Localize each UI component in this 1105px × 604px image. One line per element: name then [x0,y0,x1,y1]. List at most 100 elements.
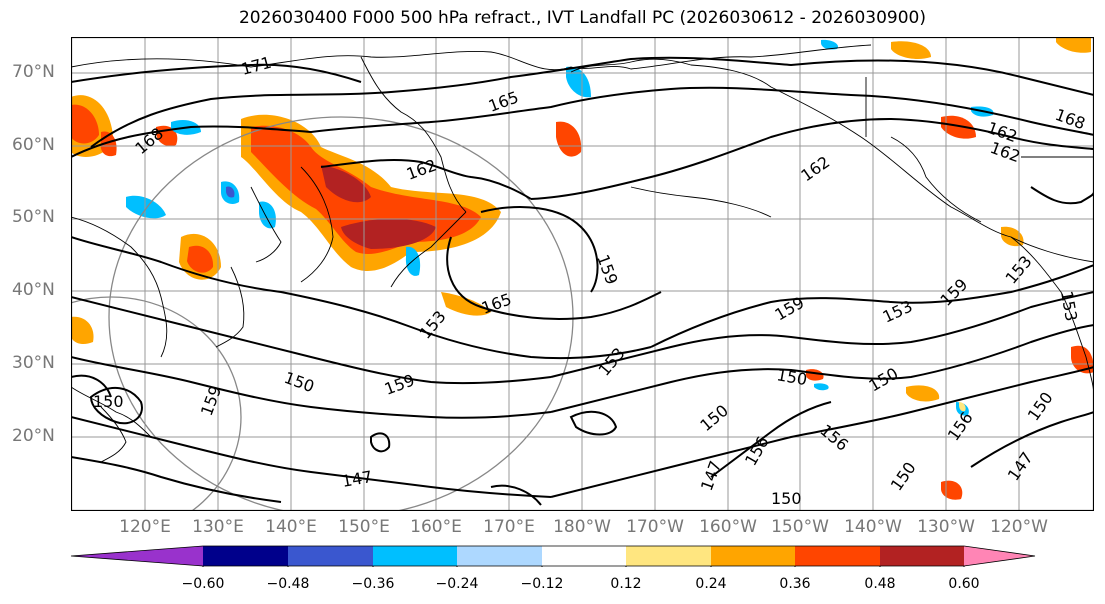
coastline [630,186,772,218]
colorbar-segment [795,546,880,566]
colorbar [70,545,1036,567]
lat-label-30n: 30°N [12,353,55,373]
coastline [71,44,872,71]
colorbar-tick: 0.24 [695,576,727,592]
anomaly-patch [187,245,214,273]
lon-label-150e: 150°E [338,517,390,537]
refractivity-anomaly-shading [71,37,1094,500]
anomaly-patch [959,402,966,412]
colorbar-segment [288,546,373,566]
height-contour [569,410,618,436]
range-circle [71,296,242,511]
height-contour [71,63,362,83]
anomaly-patch [566,66,591,98]
colorbar-segment [711,546,795,566]
colorbar-tick: 0.48 [864,576,896,592]
anomaly-patch [814,383,829,391]
coastline [570,58,1094,263]
height-contour [71,456,282,503]
anomaly-patch [1001,226,1024,247]
coastline [71,216,168,358]
height-contour [550,324,1094,413]
height-contour [71,374,112,398]
anomaly-patch [259,201,276,229]
anomaly-patch [891,41,931,60]
range-circle [108,116,574,511]
height-contour [71,296,552,385]
anomaly-patch [321,165,371,203]
lon-label-120w: 120°W [990,517,1048,537]
height-contour [480,206,599,293]
lat-label-20n: 20°N [12,426,55,446]
lon-label-140w: 140°W [844,517,902,537]
lon-label-160w: 160°W [699,517,757,537]
anomaly-patch [441,292,491,316]
colorbar-tick: 0.60 [948,576,980,592]
colorbar-extend-low [71,546,203,566]
height-contour [71,356,552,419]
lon-label-170e: 170°E [483,517,535,537]
height-contour [710,401,832,478]
map-panel: 171 168 165 162 162 162 162 168 159 165 … [71,37,1094,511]
lon-label-120e: 120°E [119,517,171,537]
colorbar-segment [457,546,542,566]
colorbar-tick: −0.60 [181,576,225,592]
lon-label-180w: 180°W [553,517,611,537]
height-contour [370,432,391,453]
graticule [71,37,1094,511]
lon-label-170w: 170°W [626,517,684,537]
coastline [360,56,467,213]
coastline [390,211,467,288]
height-contours [71,56,1094,506]
colorbar-tick: −0.24 [435,576,479,592]
height-contour [550,291,1094,378]
height-contour [320,158,532,200]
anomaly-patch [556,121,582,157]
anomaly-patch [71,104,99,144]
colorbar-tick: 0.36 [779,576,811,592]
lat-label-50n: 50°N [12,207,55,227]
lon-label-150w: 150°W [771,517,829,537]
lon-label-130w: 130°W [917,517,975,537]
map-title: 2026030400 F000 500 hPa refract., IVT La… [238,8,926,28]
colorbar-segment [373,546,457,566]
coastline [1010,236,1094,398]
lon-label-160e: 160°E [410,517,462,537]
coastline [71,386,152,438]
anomaly-patch [821,39,839,50]
height-contour [89,387,143,425]
anomaly-patch [341,218,436,249]
height-contour [490,484,542,506]
lat-label-60n: 60°N [12,135,55,155]
coastlines [71,44,1094,463]
contour-label: 150 [93,392,124,411]
coastline [300,166,334,283]
height-contour [71,236,652,360]
anomaly-patch [1056,37,1091,53]
anomaly-patch [226,186,235,198]
colorbar-segment [203,546,288,566]
height-contour [650,264,1094,348]
lon-label-130e: 130°E [192,517,244,537]
height-contour [446,236,662,320]
contour-label: 150 [771,489,802,508]
colorbar-segment [626,546,711,566]
range-circles [71,116,574,511]
lat-label-70n: 70°N [12,62,55,82]
height-contour [1030,186,1094,205]
height-contour [970,411,1094,468]
coastline [250,186,282,263]
anomaly-patch [126,195,166,219]
colorbar-extend-high [964,546,1035,566]
colorbar-tick: −0.12 [520,576,564,592]
coastline [100,406,127,463]
anomaly-patch [405,246,421,276]
anomaly-patch [71,316,94,345]
height-contour [530,117,1094,200]
anomaly-patch [941,115,976,139]
height-contour [550,366,1094,498]
colorbar-segment [880,546,964,566]
lat-label-40n: 40°N [12,280,55,300]
anomaly-patch [906,385,940,402]
colorbar-tick: 0.12 [610,576,642,592]
